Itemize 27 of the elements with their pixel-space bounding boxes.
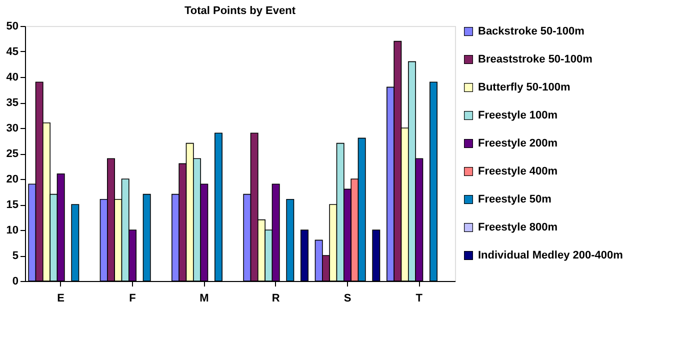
legend-label: Butterfly 50-100m [478,82,571,94]
x-tick-label: M [200,292,209,304]
y-tick-label: 25 [6,148,18,160]
legend-label: Freestyle 400m [478,166,558,178]
y-tick-label: 20 [6,174,18,186]
y-tick-label: 35 [6,97,18,109]
y-tick-label: 15 [6,199,18,211]
legend-label: Freestyle 50m [478,194,552,206]
x-tick-label: R [272,292,280,304]
legend-label: Breaststroke 50-100m [478,54,593,66]
y-tick-label: 10 [6,224,18,236]
legend-label: Freestyle 800m [478,222,558,234]
y-tick-label: 0 [12,276,18,288]
y-tick-label: 45 [6,46,18,58]
y-tick-label: 40 [6,72,18,84]
x-tick-label: E [57,292,65,304]
legend-label: Freestyle 100m [478,110,558,122]
legend-label: Freestyle 200m [478,138,558,150]
x-tick-label: F [129,292,136,304]
chart-title: Total Points by Event [184,5,296,17]
x-tick-label: S [344,292,352,304]
x-tick-label: T [416,292,423,304]
y-tick-label: 30 [6,122,18,134]
y-tick-label: 5 [12,250,18,262]
legend-label: Individual Medley 200-400m [478,250,624,262]
legend-label: Backstroke 50-100m [478,26,585,38]
y-tick-label: 50 [6,20,18,32]
